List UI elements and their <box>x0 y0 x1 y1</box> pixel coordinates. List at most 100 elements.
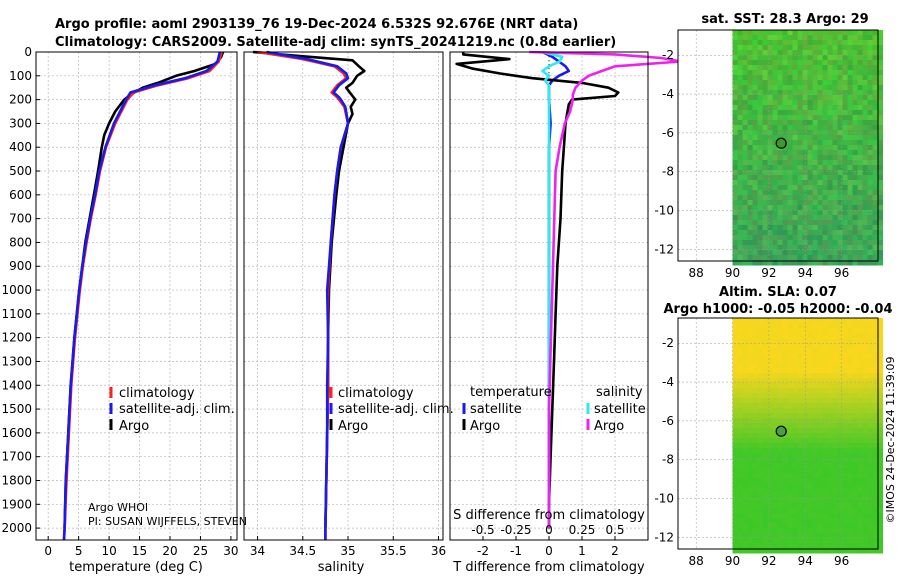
map-cell <box>832 333 839 339</box>
map-cell <box>877 110 884 116</box>
map-cell <box>877 45 884 51</box>
map-cell <box>877 205 884 211</box>
map-cell <box>762 443 769 449</box>
map-cell <box>857 130 864 136</box>
map-cell <box>772 368 779 374</box>
map-cell <box>777 483 784 489</box>
map-cell <box>747 235 754 241</box>
map-cell <box>767 393 774 399</box>
map-cell <box>807 493 814 499</box>
map-cell <box>837 260 844 266</box>
map-cell <box>772 245 779 251</box>
map-cell <box>857 225 864 231</box>
map-cell <box>737 250 744 256</box>
map-cell <box>877 105 884 111</box>
map-cell <box>847 250 854 256</box>
map-cell <box>732 45 739 51</box>
map-cell <box>842 518 849 524</box>
map-cell <box>817 170 824 176</box>
map-cell <box>797 60 804 66</box>
map-cell <box>852 383 859 389</box>
map-cell <box>832 388 839 394</box>
map-cell <box>827 35 834 41</box>
map-cell <box>787 368 794 374</box>
map-cell <box>762 35 769 41</box>
map-cell <box>817 368 824 374</box>
map-cell <box>752 403 759 409</box>
map-cell <box>737 175 744 181</box>
map-cell <box>732 338 739 344</box>
map-cell <box>842 140 849 146</box>
map-cell <box>782 333 789 339</box>
map-cell <box>842 433 849 439</box>
map-cell <box>872 140 879 146</box>
map-cell <box>807 443 814 449</box>
map-cell <box>732 35 739 41</box>
map-cell <box>812 140 819 146</box>
map-cell <box>767 408 774 414</box>
map-cell <box>752 230 759 236</box>
map-cell <box>752 30 759 36</box>
map-cell <box>802 338 809 344</box>
map-cell <box>862 353 869 359</box>
map-cell <box>877 215 884 221</box>
map-cell <box>857 373 864 379</box>
map-cell <box>737 338 744 344</box>
map-cell <box>762 155 769 161</box>
map-cell <box>762 50 769 56</box>
map-cell <box>872 100 879 106</box>
map-cell <box>867 115 874 121</box>
map-cell <box>802 150 809 156</box>
map-cell <box>797 458 804 464</box>
map-cell <box>797 240 804 246</box>
map-x-tick-label: 88 <box>689 554 704 568</box>
map-cell <box>757 225 764 231</box>
map-cell <box>742 483 749 489</box>
map-cell <box>857 393 864 399</box>
map-cell <box>857 35 864 41</box>
map-cell <box>872 110 879 116</box>
y-tick-label: 1800 <box>1 473 32 487</box>
map-cell <box>762 140 769 146</box>
map-cell <box>802 250 809 256</box>
map-cell <box>782 90 789 96</box>
map-cell <box>822 463 829 469</box>
map-cell <box>812 373 819 379</box>
map-cell <box>747 533 754 539</box>
map-cell <box>857 408 864 414</box>
map-cell <box>877 453 884 459</box>
map-cell <box>757 105 764 111</box>
map-cell <box>752 150 759 156</box>
map-cell <box>867 185 874 191</box>
map-cell <box>842 180 849 186</box>
map-cell <box>867 388 874 394</box>
map-cell <box>877 65 884 71</box>
map-cell <box>842 498 849 504</box>
x-tick-label: -1 <box>510 544 522 558</box>
legend-sal-argo: Argo <box>594 419 624 434</box>
map-cell <box>877 240 884 246</box>
map-cell <box>837 85 844 91</box>
map-cell <box>857 215 864 221</box>
map-cell <box>747 60 754 66</box>
map-cell <box>757 373 764 379</box>
map-cell <box>837 40 844 46</box>
map-cell <box>742 423 749 429</box>
map-cell <box>797 408 804 414</box>
map-cell <box>747 548 754 554</box>
plot-background <box>36 52 237 540</box>
map-cell <box>812 323 819 329</box>
map-cell <box>757 478 764 484</box>
map-cell <box>782 538 789 544</box>
map-cell <box>737 80 744 86</box>
map-cell <box>767 513 774 519</box>
map-cell <box>747 35 754 41</box>
map-cell <box>807 473 814 479</box>
map-cell <box>822 503 829 509</box>
map-cell <box>767 200 774 206</box>
map-cell <box>752 85 759 91</box>
map-cell <box>752 328 759 334</box>
map-cell <box>762 220 769 226</box>
map-cell <box>742 478 749 484</box>
map-cell <box>862 398 869 404</box>
